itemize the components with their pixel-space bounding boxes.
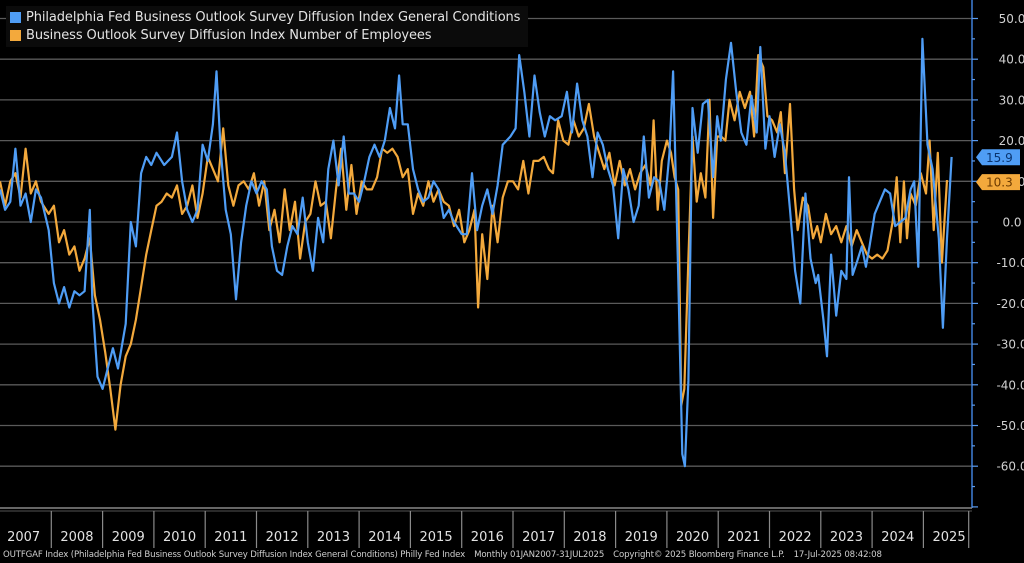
last-value-tag <box>976 174 1020 191</box>
last-value-label: 15.9 <box>986 151 1013 165</box>
x-tick-label: 2019 <box>625 530 658 545</box>
legend-swatch-blue <box>10 11 21 23</box>
y-tick-label: -40.0 <box>996 378 1024 392</box>
x-tick-label: 2008 <box>60 530 93 545</box>
x-tick-label: 2021 <box>727 530 760 545</box>
last-value-label: 10.3 <box>986 176 1013 190</box>
y-tick-label: -60.0 <box>996 460 1024 474</box>
x-tick-label: 2018 <box>573 530 606 545</box>
legend-item-general-conditions: Philadelphia Fed Business Outlook Survey… <box>10 8 520 26</box>
chart-footer: OUTFGAF Index (Philadelphia Fed Business… <box>3 550 891 560</box>
x-axis: 2007 2008 2009 2010 2011 2012 2013 2014 2015 2016… <box>0 507 972 548</box>
y-tick-label: 30.0 <box>999 93 1024 107</box>
y-tick-label: 0.0 <box>1002 216 1021 230</box>
x-tick-label: 2020 <box>676 530 709 545</box>
last-value-tag <box>976 149 1020 166</box>
legend-item-employees: Business Outlook Survey Diffusion Index … <box>10 26 520 44</box>
legend-label: Business Outlook Survey Diffusion Index … <box>26 27 432 43</box>
last-value-tags: 15.9 10.3 <box>976 149 1020 191</box>
x-tick-label: 2017 <box>522 530 555 545</box>
x-tick-label: 2013 <box>317 530 350 545</box>
series-line-employees <box>0 54 949 431</box>
series-line-general-conditions <box>0 37 953 468</box>
footer-copyright: Copyright© 2025 Bloomberg Finance L.P. <box>613 550 785 560</box>
x-tick-label: 2009 <box>112 530 145 545</box>
y-tick-label: -50.0 <box>996 419 1024 433</box>
y-tick-label: -10.0 <box>996 256 1024 270</box>
footer-ticker: OUTFGAF Index (Philadelphia Fed Business… <box>3 550 466 560</box>
series-layer <box>0 37 953 468</box>
x-tick-label: 2023 <box>830 530 863 545</box>
y-tick-label: 20.0 <box>999 134 1024 148</box>
gridlines <box>0 17 972 467</box>
x-tick-label: 2016 <box>471 530 504 545</box>
y-tick-label: -30.0 <box>996 338 1024 352</box>
y-tick-label: -20.0 <box>996 297 1024 311</box>
x-tick-label: 2010 <box>163 530 196 545</box>
x-tick-label: 2015 <box>420 530 453 545</box>
x-tick-label: 2012 <box>266 530 299 545</box>
x-tick-label: 2022 <box>779 530 812 545</box>
legend-label: Philadelphia Fed Business Outlook Survey… <box>26 9 521 25</box>
footer-timestamp: 17-Jul-2025 08:42:08 <box>793 550 882 560</box>
y-tick-label: 40.0 <box>999 53 1024 67</box>
legend-swatch-orange <box>10 29 21 41</box>
x-tick-label: 2025 <box>933 530 966 545</box>
x-tick-label: 2014 <box>368 530 401 545</box>
x-tick-label: 2007 <box>7 530 40 545</box>
y-axis: 50.040.030.020.010.00.0-10.0-20.0-30.0-4… <box>971 0 1024 508</box>
y-tick-label: 50.0 <box>999 12 1024 26</box>
x-tick-label: 2024 <box>881 530 914 545</box>
x-tick-label: 2011 <box>214 530 247 545</box>
chart-legend: Philadelphia Fed Business Outlook Survey… <box>6 6 529 47</box>
footer-frequency: Monthly 01JAN2007-31JUL2025 <box>474 550 605 560</box>
